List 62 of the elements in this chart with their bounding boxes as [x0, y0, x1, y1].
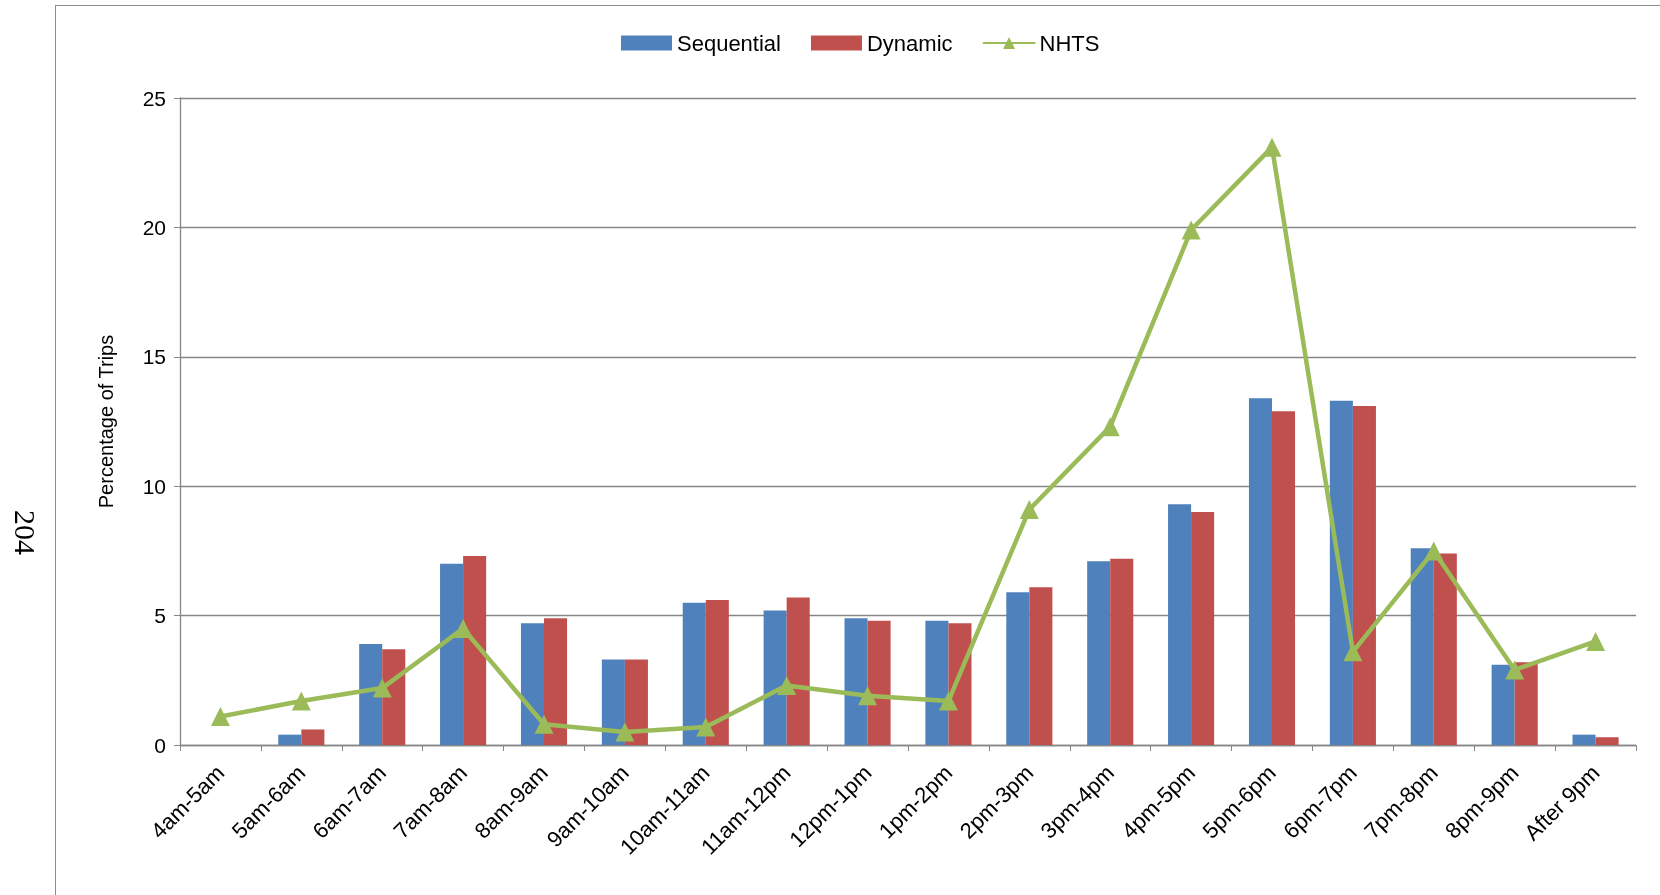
point — [1343, 642, 1363, 662]
bar — [520, 623, 544, 745]
y-axis-title: Percentage of Trips — [95, 334, 117, 509]
point — [453, 619, 473, 639]
bar — [278, 734, 302, 745]
bar — [867, 620, 891, 745]
y-tick-label: 15 — [142, 345, 166, 369]
bar — [1329, 400, 1353, 745]
legend-label: NHTS — [1039, 30, 1100, 56]
point — [696, 717, 716, 737]
bar — [1248, 398, 1272, 745]
bar — [1168, 504, 1192, 745]
bar — [763, 610, 787, 745]
bar — [1514, 662, 1538, 745]
bar — [1272, 411, 1296, 745]
point — [615, 722, 635, 742]
bar — [359, 644, 383, 745]
point — [1181, 220, 1201, 240]
point — [534, 714, 554, 734]
y-tick-label: 25 — [142, 86, 166, 110]
point — [372, 678, 392, 698]
bar — [925, 620, 949, 745]
text: 204 — [8, 510, 42, 555]
bar — [1352, 405, 1376, 745]
bar — [1029, 587, 1053, 745]
bar — [786, 597, 810, 745]
point — [1100, 417, 1120, 437]
bar — [705, 600, 729, 745]
y-tick-label: 10 — [142, 474, 166, 498]
bar — [1110, 558, 1134, 745]
point — [1262, 137, 1282, 157]
point — [210, 707, 230, 727]
bar — [1006, 592, 1030, 745]
point — [291, 691, 311, 711]
y-tick-label: 20 — [142, 215, 166, 239]
bar — [382, 649, 406, 745]
bar — [844, 618, 868, 745]
point — [1586, 631, 1606, 651]
bar — [1572, 734, 1596, 745]
point — [1505, 660, 1525, 680]
bar — [544, 618, 568, 745]
bar — [1491, 664, 1515, 745]
bar — [1410, 548, 1434, 745]
point — [777, 675, 797, 695]
y-tick-label: 0 — [154, 733, 166, 757]
bar — [1595, 737, 1619, 745]
bar — [1087, 561, 1111, 745]
point — [1424, 541, 1444, 561]
point — [938, 691, 958, 711]
bar — [624, 659, 648, 745]
y-tick-label: 5 — [154, 604, 166, 628]
bar — [1191, 512, 1215, 745]
legend-label: Sequential — [677, 30, 781, 56]
bar — [301, 729, 325, 745]
bar — [463, 556, 487, 745]
bar — [1433, 553, 1457, 745]
point — [1019, 499, 1039, 519]
point — [858, 686, 878, 706]
legend-label: Dynamic — [866, 30, 953, 56]
bar — [440, 563, 464, 745]
bar — [601, 659, 625, 745]
bar — [682, 602, 706, 745]
